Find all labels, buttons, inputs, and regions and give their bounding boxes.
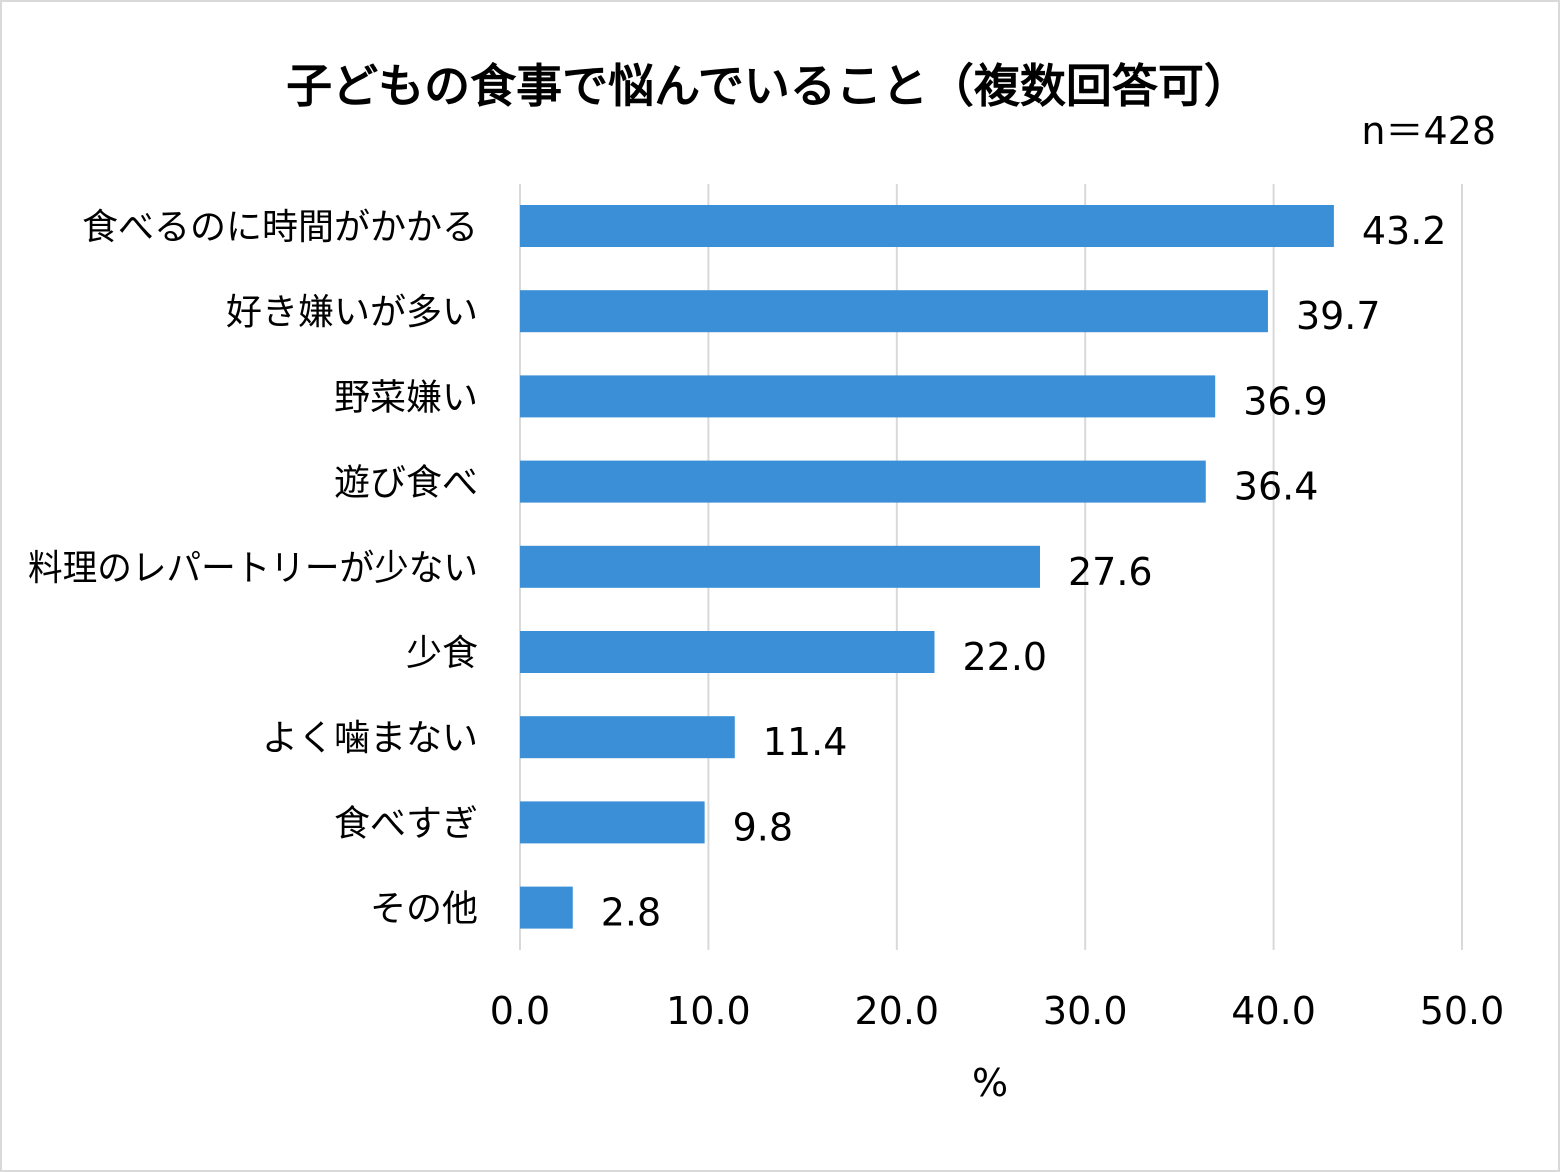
data-labels: 43.2 39.7 36.9 36.4 27.6 22.0 11.4 9.8 2.8 (601, 209, 1447, 935)
category-label-5: 少食 (406, 633, 478, 674)
x-tick-label-1: 10.0 (666, 989, 751, 1033)
bars (520, 205, 1334, 929)
data-label-0: 43.2 (1362, 209, 1447, 253)
x-axis-label: % (972, 1061, 1008, 1105)
bar-5 (520, 631, 935, 673)
data-label-5: 22.0 (962, 635, 1047, 679)
bar-2 (520, 375, 1216, 418)
data-label-8: 2.8 (601, 891, 661, 935)
sample-size-note: n＝428 (1361, 109, 1496, 153)
bar-0 (520, 205, 1334, 247)
x-tick-label-2: 20.0 (854, 989, 939, 1033)
chart-title: 子どもの食事で悩んでいること（複数回答可） (286, 59, 1250, 113)
bar-8 (520, 886, 573, 929)
x-tick-label-0: 0.0 (490, 989, 550, 1033)
category-label-4: 料理のレパートリーが少ない (28, 548, 478, 589)
x-tick-label-5: 50.0 (1420, 989, 1505, 1033)
data-label-7: 9.8 (733, 805, 793, 849)
bar-6 (520, 716, 735, 759)
data-label-2: 36.9 (1243, 379, 1328, 423)
category-label-6: よく噛まない (262, 718, 478, 759)
category-labels: 食べるのに時間がかかる好き嫌いが多い野菜嫌い遊び食べ料理のレパートリーが少ない少… (28, 207, 478, 930)
data-label-6: 11.4 (763, 720, 848, 764)
bar-3 (520, 460, 1206, 503)
category-label-1: 好き嫌いが多い (226, 292, 478, 333)
data-label-3: 36.4 (1234, 465, 1319, 509)
category-label-3: 遊び食べ (334, 463, 478, 504)
category-label-0: 食べるのに時間がかかる (82, 207, 478, 248)
x-tick-label-3: 30.0 (1043, 989, 1128, 1033)
data-label-4: 27.6 (1068, 550, 1153, 594)
bar-7 (520, 801, 705, 844)
data-label-1: 39.7 (1296, 294, 1381, 338)
x-tick-label-4: 40.0 (1231, 989, 1316, 1033)
bar-1 (520, 290, 1268, 333)
bar-4 (520, 545, 1040, 588)
x-tick-labels: 0.0 10.0 20.0 30.0 40.0 50.0 (490, 989, 1505, 1033)
category-label-2: 野菜嫌い (334, 377, 478, 418)
category-label-8: その他 (370, 889, 478, 930)
category-label-7: 食べすぎ (334, 803, 478, 844)
